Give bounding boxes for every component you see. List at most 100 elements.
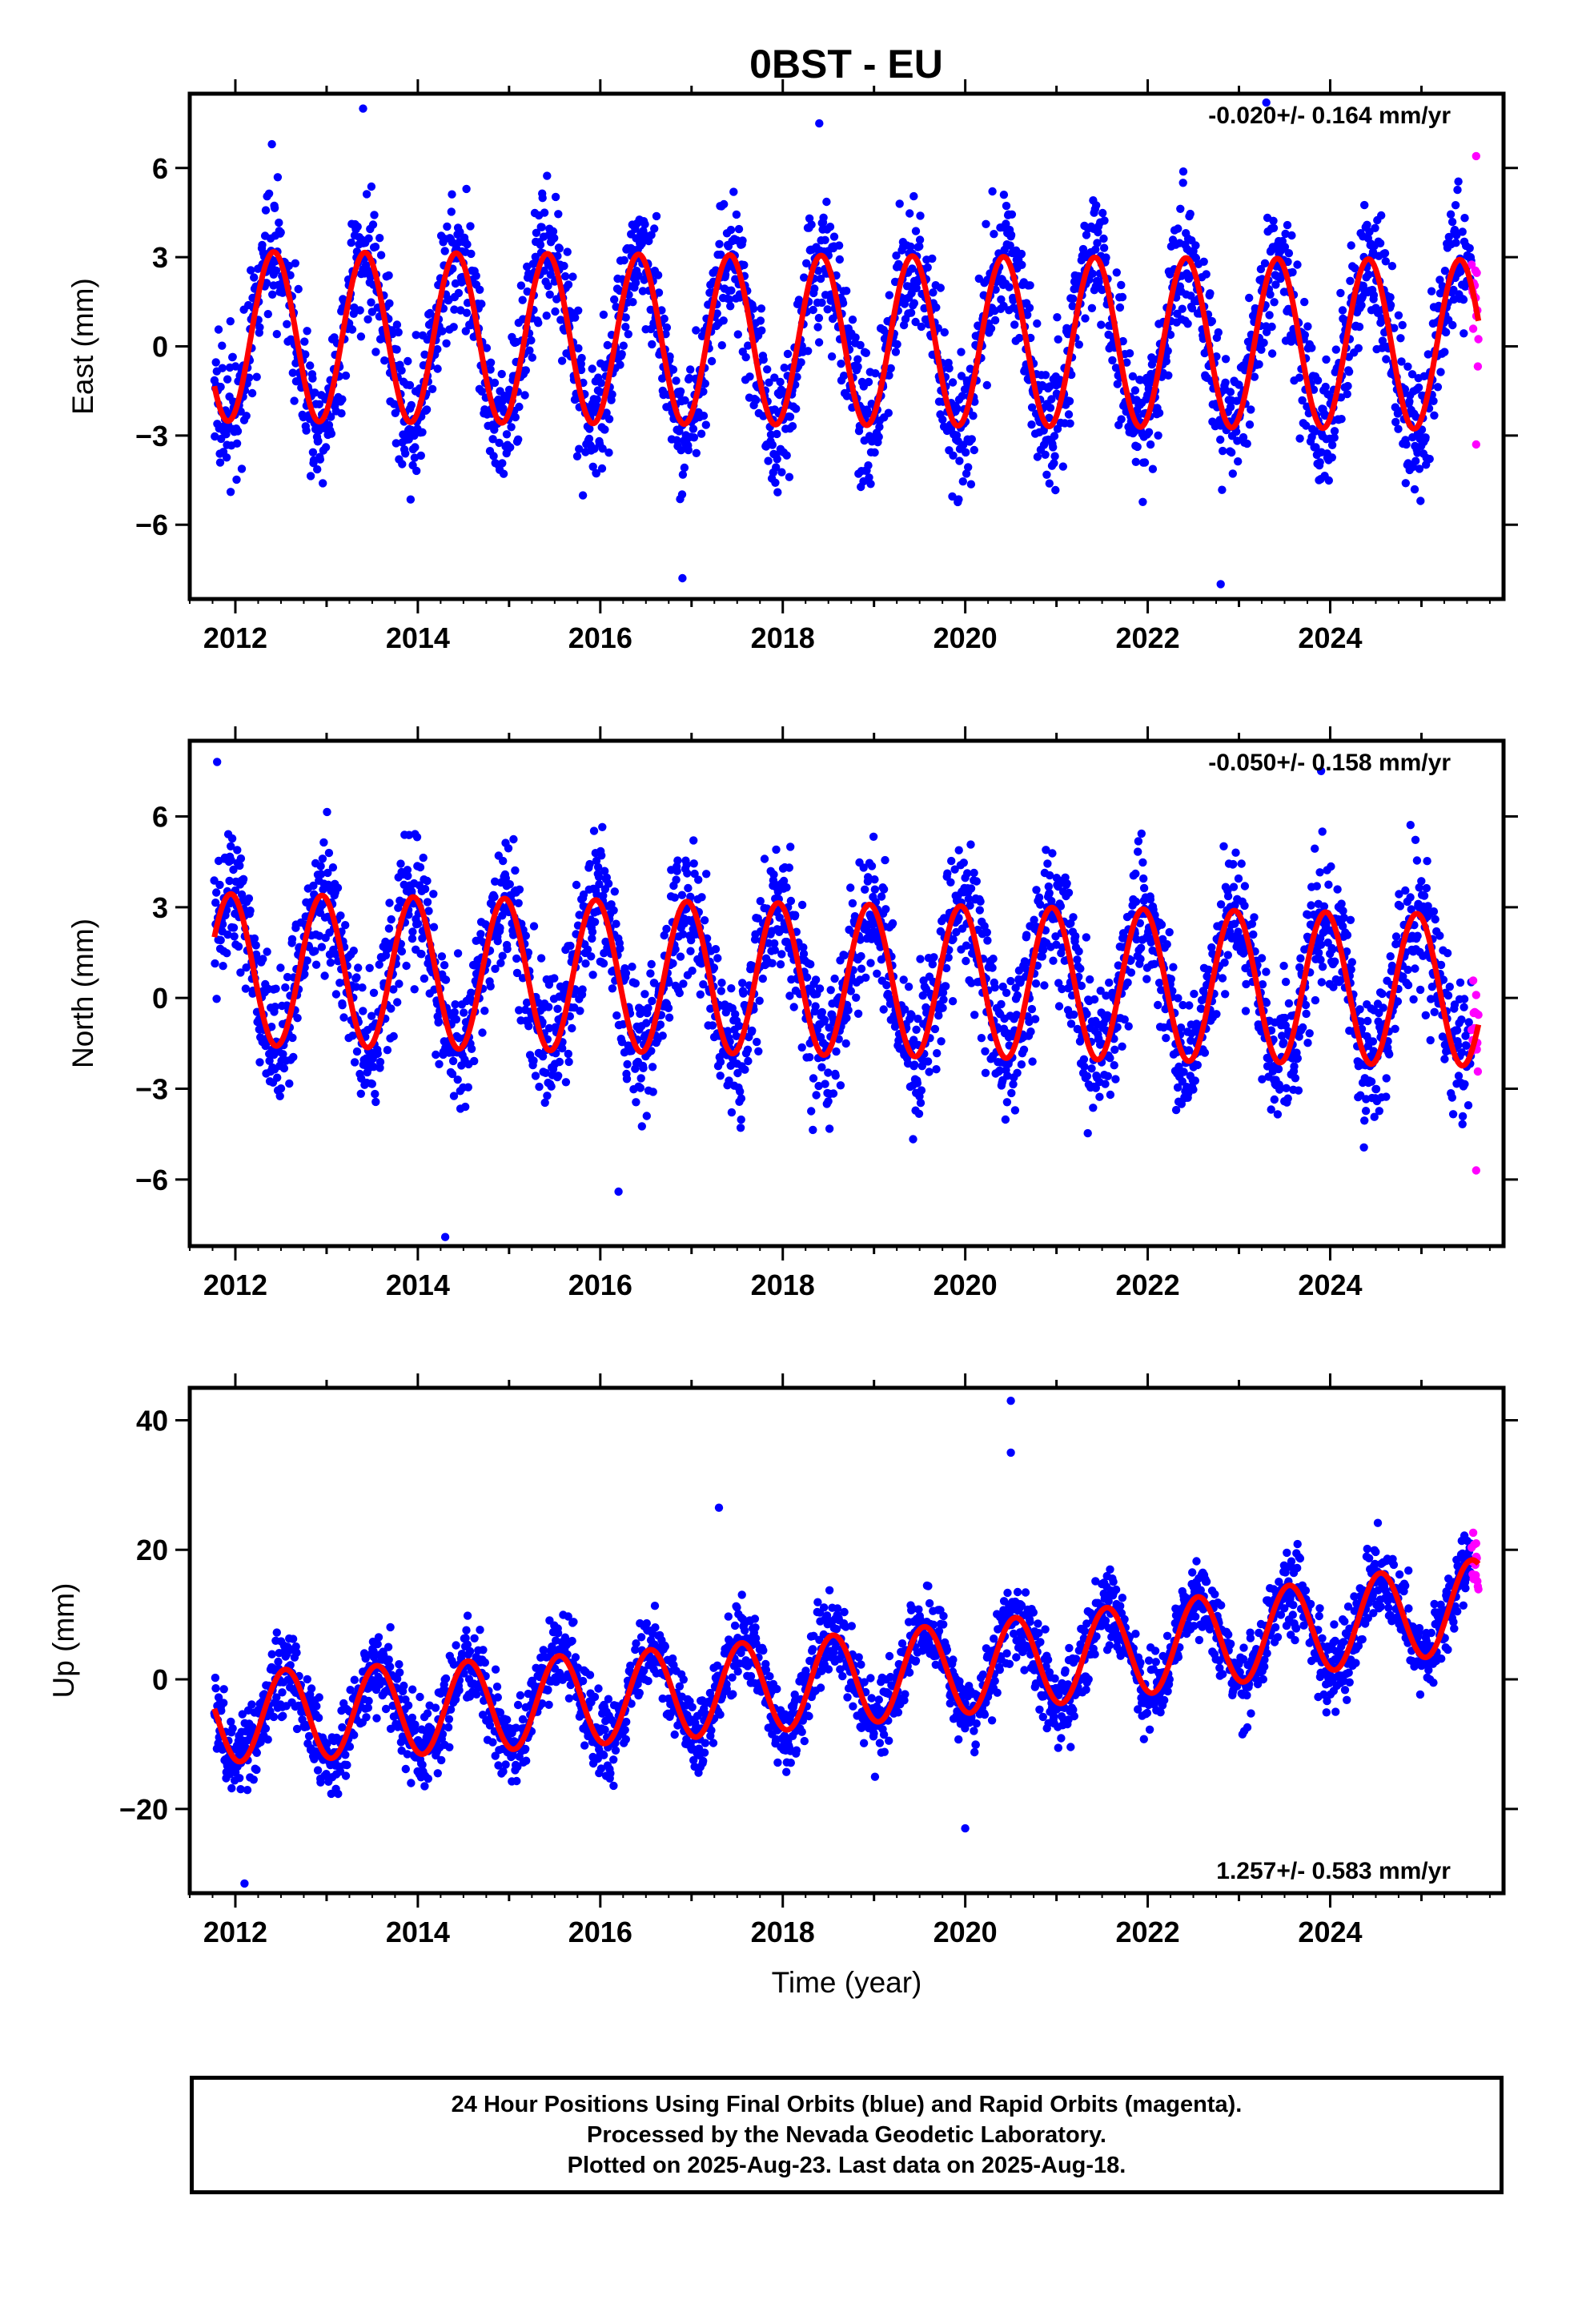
- east-rapid-point: [1473, 362, 1483, 371]
- east-point: [1465, 243, 1474, 253]
- north-point: [480, 1007, 489, 1015]
- north-point: [564, 1049, 572, 1059]
- east-point: [585, 424, 594, 433]
- east-point: [596, 388, 604, 396]
- east-point: [550, 234, 559, 243]
- east-point: [1425, 454, 1434, 464]
- east-point: [866, 480, 875, 489]
- north-point: [913, 1079, 922, 1088]
- north-point: [402, 961, 411, 971]
- north-point: [514, 899, 523, 908]
- east-point: [1453, 185, 1462, 195]
- north-point: [1229, 883, 1239, 891]
- north-point: [1131, 869, 1140, 879]
- north-point: [1249, 930, 1258, 939]
- east-point: [768, 440, 777, 449]
- north-point: [744, 1056, 753, 1066]
- east-point: [355, 306, 364, 315]
- east-point: [482, 344, 492, 352]
- east-point: [1005, 283, 1014, 292]
- north-point: [682, 860, 691, 869]
- north-point: [323, 807, 331, 817]
- north-point: [553, 1004, 562, 1014]
- north-point: [412, 833, 422, 842]
- north-point: [821, 1080, 829, 1088]
- east-point: [1050, 432, 1059, 440]
- north-point: [866, 959, 875, 967]
- north-point: [1240, 901, 1249, 911]
- east-point: [211, 358, 220, 367]
- east-point: [222, 453, 231, 462]
- north-point: [320, 971, 329, 980]
- east-point: [456, 227, 464, 236]
- north-point: [700, 916, 709, 925]
- north-point: [211, 959, 219, 968]
- east-point: [1050, 459, 1058, 468]
- north-point: [608, 984, 617, 993]
- north-point: [338, 1001, 347, 1010]
- east-point: [338, 395, 347, 404]
- east-point: [1330, 427, 1339, 436]
- east-point: [1053, 313, 1062, 322]
- east-point: [891, 348, 901, 356]
- east-ylabel: East (mm): [66, 278, 99, 415]
- east-point: [982, 219, 990, 228]
- north-point: [737, 1115, 745, 1124]
- north-point: [543, 1092, 552, 1100]
- north-point: [1191, 1076, 1200, 1085]
- east-point: [575, 444, 584, 453]
- panels: 2012 2014 2016 2018 2020 2022 2024−6−3036East …: [47, 79, 1518, 1999]
- north-point: [1162, 940, 1171, 949]
- north-point: [857, 964, 866, 973]
- north-point: [1200, 1048, 1210, 1057]
- north-point: [588, 971, 597, 979]
- east-point: [450, 305, 459, 314]
- north-point: [1101, 1080, 1110, 1088]
- east-point: [1269, 216, 1278, 225]
- east-point: [955, 456, 964, 465]
- east-xtick-label: 2022: [1116, 621, 1180, 654]
- east-point: [740, 260, 749, 270]
- east-point: [1033, 452, 1042, 461]
- east-point: [1226, 388, 1235, 396]
- east-point: [929, 288, 938, 297]
- east-point: [604, 415, 614, 424]
- north-point: [1279, 961, 1288, 971]
- east-point: [637, 239, 646, 248]
- east-point: [617, 350, 626, 359]
- north-point: [1154, 1000, 1162, 1010]
- north-point: [716, 1072, 725, 1080]
- east-point: [856, 340, 865, 350]
- east-point: [599, 310, 608, 320]
- east-point: [490, 378, 500, 388]
- east-point: [363, 315, 372, 324]
- east-point: [514, 435, 523, 444]
- north-point: [273, 1073, 282, 1082]
- north-point: [212, 995, 221, 1003]
- east-point: [1324, 476, 1334, 485]
- east-point: [284, 261, 293, 271]
- east-point: [1186, 209, 1195, 219]
- east-point: [1460, 214, 1469, 223]
- north-point: [805, 1053, 814, 1062]
- east-point: [1117, 415, 1126, 424]
- north-point: [647, 959, 656, 969]
- east-point: [288, 368, 297, 377]
- east-point: [1459, 296, 1468, 304]
- east-point: [242, 412, 251, 420]
- east-point: [1403, 362, 1412, 371]
- east-point: [410, 431, 419, 440]
- east-point: [1396, 334, 1405, 343]
- north-point: [914, 1109, 924, 1119]
- north-point: [336, 911, 345, 920]
- north-point: [1082, 1072, 1092, 1081]
- east-point: [211, 432, 219, 441]
- north-point: [683, 869, 692, 878]
- east-point: [264, 189, 274, 198]
- north-point: [688, 967, 697, 975]
- north-point: [435, 1059, 444, 1069]
- north-point: [802, 973, 812, 982]
- north-point: [826, 986, 835, 995]
- east-point: [502, 430, 512, 439]
